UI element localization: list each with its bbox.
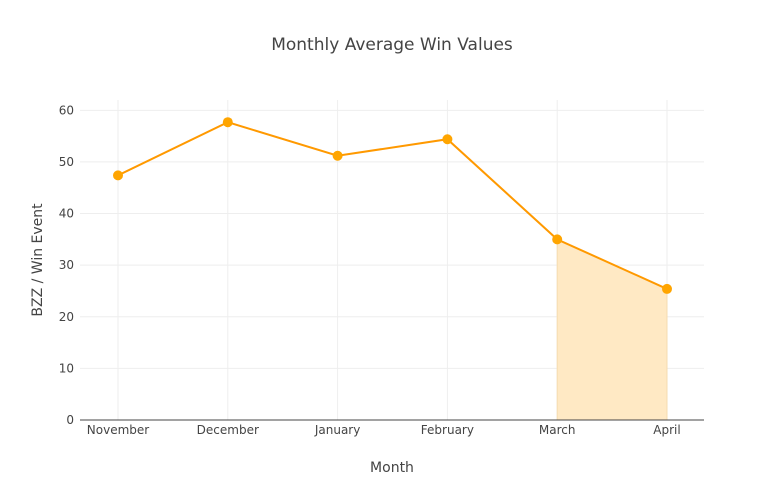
data-point xyxy=(332,150,343,161)
x-tick-label: March xyxy=(539,423,576,437)
data-point xyxy=(552,234,563,245)
y-tick-label: 60 xyxy=(59,103,74,117)
axes: 0 10 20 30 40 50 60 November December January Febr… xyxy=(59,103,704,437)
x-tick-label: April xyxy=(653,423,680,437)
y-tick-label: 40 xyxy=(59,207,74,221)
x-tick-label: December xyxy=(197,423,259,437)
shaded-region xyxy=(556,238,668,421)
x-tick-label: November xyxy=(87,423,149,437)
gridlines xyxy=(80,100,704,420)
series xyxy=(113,117,672,294)
chart-title: Monthly Average Win Values xyxy=(271,35,513,55)
x-axis-title: Month xyxy=(370,460,414,476)
y-axis-title: BZZ / Win Event xyxy=(30,203,46,317)
x-tick-label: February xyxy=(421,423,474,437)
y-tick-label: 30 xyxy=(59,258,74,272)
data-point xyxy=(442,134,453,145)
data-point xyxy=(113,170,123,181)
y-tick-label: 0 xyxy=(66,413,74,427)
data-point xyxy=(222,117,233,128)
y-tick-label: 20 xyxy=(59,310,74,324)
y-tick-label: 50 xyxy=(59,155,74,169)
x-tick-label: January xyxy=(314,423,361,437)
data-point xyxy=(662,283,672,294)
y-tick-label: 10 xyxy=(59,361,74,375)
shaded-area xyxy=(556,238,668,421)
series-line xyxy=(117,121,668,290)
